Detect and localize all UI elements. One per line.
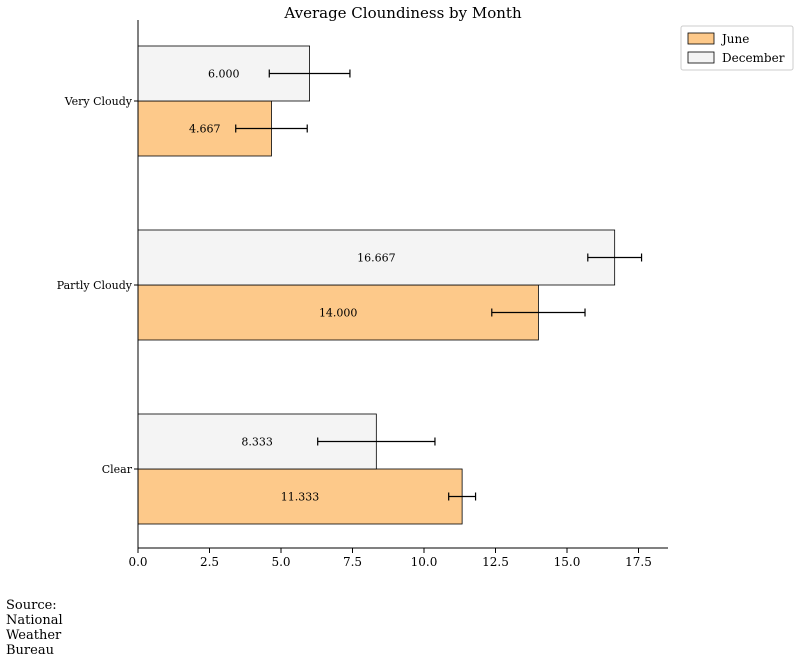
- x-tick-label: 15.0: [554, 555, 581, 569]
- bars-layer: 11.333 8.333 14.000 16.667 4.667 6.000: [137, 45, 643, 525]
- legend-label-december: December: [722, 51, 785, 65]
- data-label-december-partly-cloudy: 16.667: [357, 252, 396, 265]
- x-tick-label: 2.5: [200, 555, 219, 569]
- data-label-june-partly-cloudy: 14.000: [319, 307, 358, 320]
- x-tick-label: 7.5: [343, 555, 362, 569]
- bar-june-clear: [137, 468, 463, 525]
- legend-swatch-december: [687, 51, 715, 64]
- y-tick-label: Very Cloudy: [64, 95, 133, 108]
- bar-june-partly-cloudy: [137, 284, 539, 341]
- x-tick-label: 5.0: [271, 555, 290, 569]
- x-tick-label: 10.0: [411, 555, 438, 569]
- legend: June December: [680, 25, 794, 71]
- legend-swatch-june: [687, 32, 715, 45]
- data-label-december-very-cloudy: 6.000: [208, 68, 240, 81]
- legend-label-june: June: [720, 32, 749, 46]
- data-label-december-clear: 8.333: [241, 436, 273, 449]
- x-tick-label: 17.5: [625, 555, 652, 569]
- bar-december-partly-cloudy: [137, 229, 616, 286]
- y-tick-label: Clear: [102, 463, 133, 476]
- x-tick-label: 12.5: [482, 555, 509, 569]
- bar-june-very-cloudy: [137, 100, 272, 157]
- data-label-june-very-cloudy: 4.667: [189, 123, 221, 136]
- source-note: Source: National Weather Bureau: [6, 598, 63, 658]
- axes-layer: Clear Partly Cloudy Very Cloudy 0.0 2.5 5.0 7.…: [57, 20, 668, 569]
- chart-title: Average Cloundiness by Month: [283, 4, 522, 22]
- data-label-june-clear: 11.333: [281, 491, 320, 504]
- y-tick-label: Partly Cloudy: [57, 279, 133, 292]
- x-tick-label: 0.0: [128, 555, 147, 569]
